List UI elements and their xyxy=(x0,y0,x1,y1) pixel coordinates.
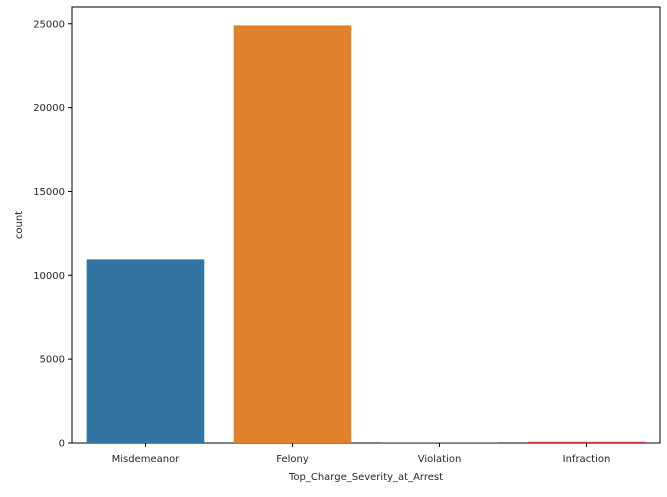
x-tick-label: Infraction xyxy=(563,454,611,465)
x-tick-label: Misdemeanor xyxy=(112,454,181,465)
bars-group xyxy=(86,25,646,444)
y-tick-label: 15000 xyxy=(33,187,65,198)
y-tick-label: 20000 xyxy=(33,103,65,114)
bar-infraction xyxy=(527,441,646,443)
x-tick-label: Felony xyxy=(276,454,309,465)
bar-misdemeanor xyxy=(86,259,205,443)
y-tick-label: 5000 xyxy=(40,355,65,366)
x-tick-label: Violation xyxy=(418,454,462,465)
y-tick-label: 25000 xyxy=(33,19,65,30)
y-axis-ticks: 0 5000 10000 15000 20000 25000 xyxy=(33,19,72,450)
bar-felony xyxy=(233,25,352,444)
y-tick-label: 10000 xyxy=(33,271,65,282)
x-axis-ticks: Misdemeanor Felony Violation Infraction xyxy=(112,443,611,465)
y-axis-label: count xyxy=(14,211,25,239)
x-axis-label: Top_Charge_Severity_at_Arrest xyxy=(288,472,443,483)
y-tick-label: 0 xyxy=(59,439,65,450)
